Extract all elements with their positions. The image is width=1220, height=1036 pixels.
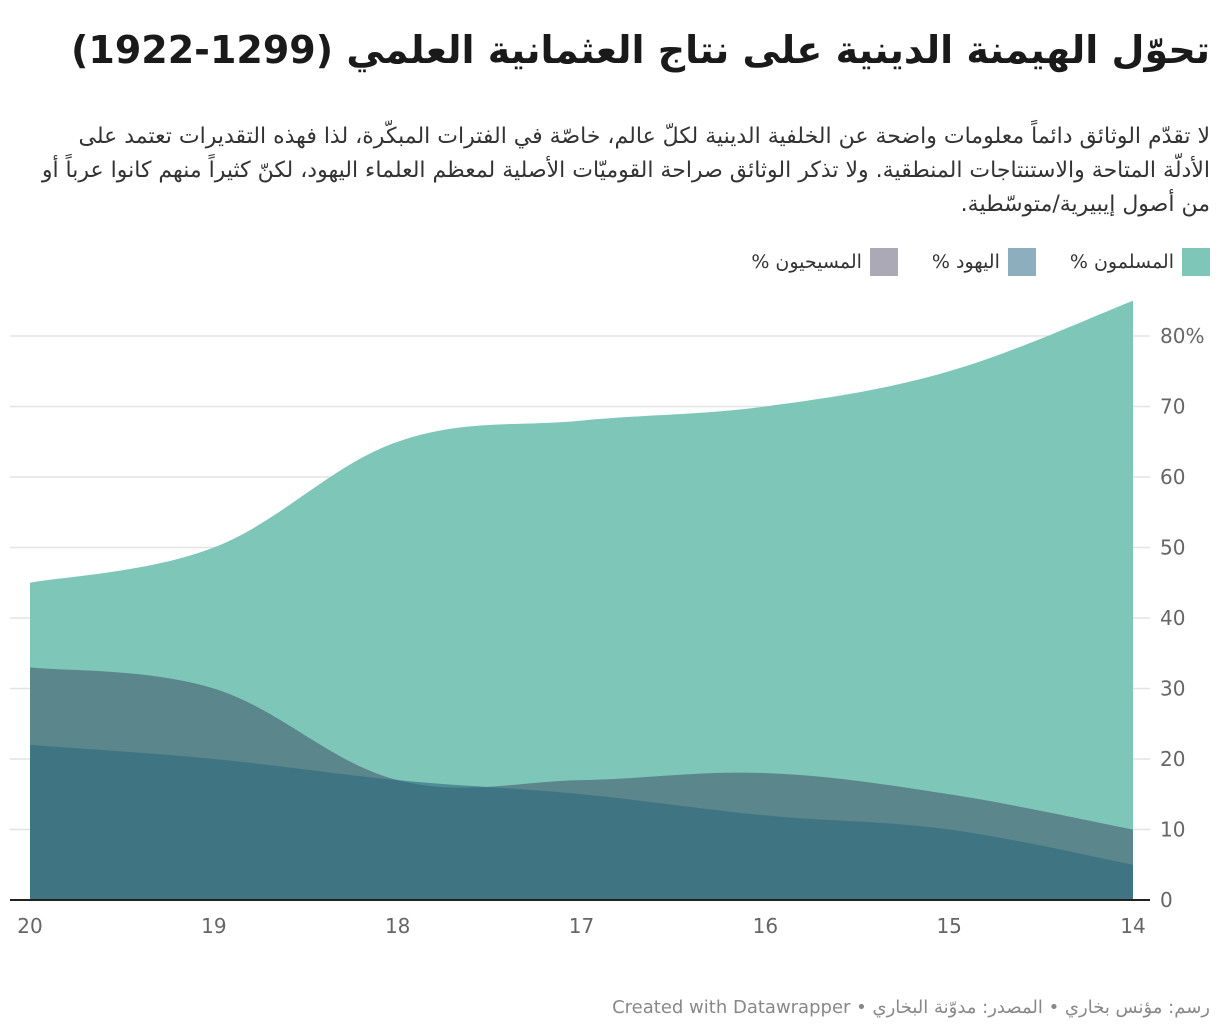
area-chart: 0 10 20 30 40 50 60 70 80% 14 15 16 17 18 19 20	[10, 300, 1204, 938]
legend-item-jews: اليهود %	[932, 248, 1036, 276]
legend-item-muslims: المسلمون %	[1070, 248, 1210, 276]
legend-item-christians: المسيحيون %	[751, 248, 898, 276]
legend-label-jews: اليهود %	[931, 251, 1000, 273]
legend-swatch-jews	[1007, 248, 1036, 276]
y-tick-label-80: 80%	[1160, 324, 1204, 348]
x-tick-label-16: 16	[753, 914, 778, 938]
y-tick-label-40: 40	[1160, 606, 1185, 630]
x-tick-label-15: 15	[936, 914, 961, 938]
y-tick-label-10: 10	[1160, 818, 1185, 842]
x-tick-label-19: 19	[201, 914, 226, 938]
x-tick-label-14: 14	[1120, 914, 1145, 938]
footer-credits: رسم: مؤنس بخاري • المصدر: مدوّنة البخاري…	[612, 997, 1210, 1018]
y-tick-label-20: 20	[1160, 747, 1185, 771]
chart-title: تحوّل الهيمنة الدينية على نتاج العثمانية…	[71, 28, 1210, 72]
y-tick-label-30: 30	[1160, 677, 1185, 701]
axes: 0 10 20 30 40 50 60 70 80% 14 15 16 17 18 19 20	[10, 324, 1204, 938]
legend-swatch-muslims	[1182, 248, 1210, 276]
legend-label-christians: المسيحيون %	[751, 251, 862, 273]
y-tick-label-70: 70	[1160, 395, 1185, 419]
legend-swatch-christians	[869, 248, 898, 276]
chart-subtitle: لا تقدّم الوثائق دائماً معلومات واضحة عن…	[41, 124, 1210, 217]
y-tick-label-50: 50	[1160, 536, 1185, 560]
y-tick-label-60: 60	[1160, 465, 1185, 489]
area-jews	[30, 744, 1133, 900]
x-tick-label-20: 20	[17, 914, 42, 938]
legend: المسلمون % اليهود % المسيحيون %	[751, 248, 1210, 276]
series-areas	[30, 300, 1133, 900]
x-tick-label-18: 18	[385, 914, 410, 938]
x-tick-label-17: 17	[569, 914, 594, 938]
y-tick-label-0: 0	[1160, 888, 1173, 912]
legend-label-muslims: المسلمون %	[1069, 251, 1174, 273]
